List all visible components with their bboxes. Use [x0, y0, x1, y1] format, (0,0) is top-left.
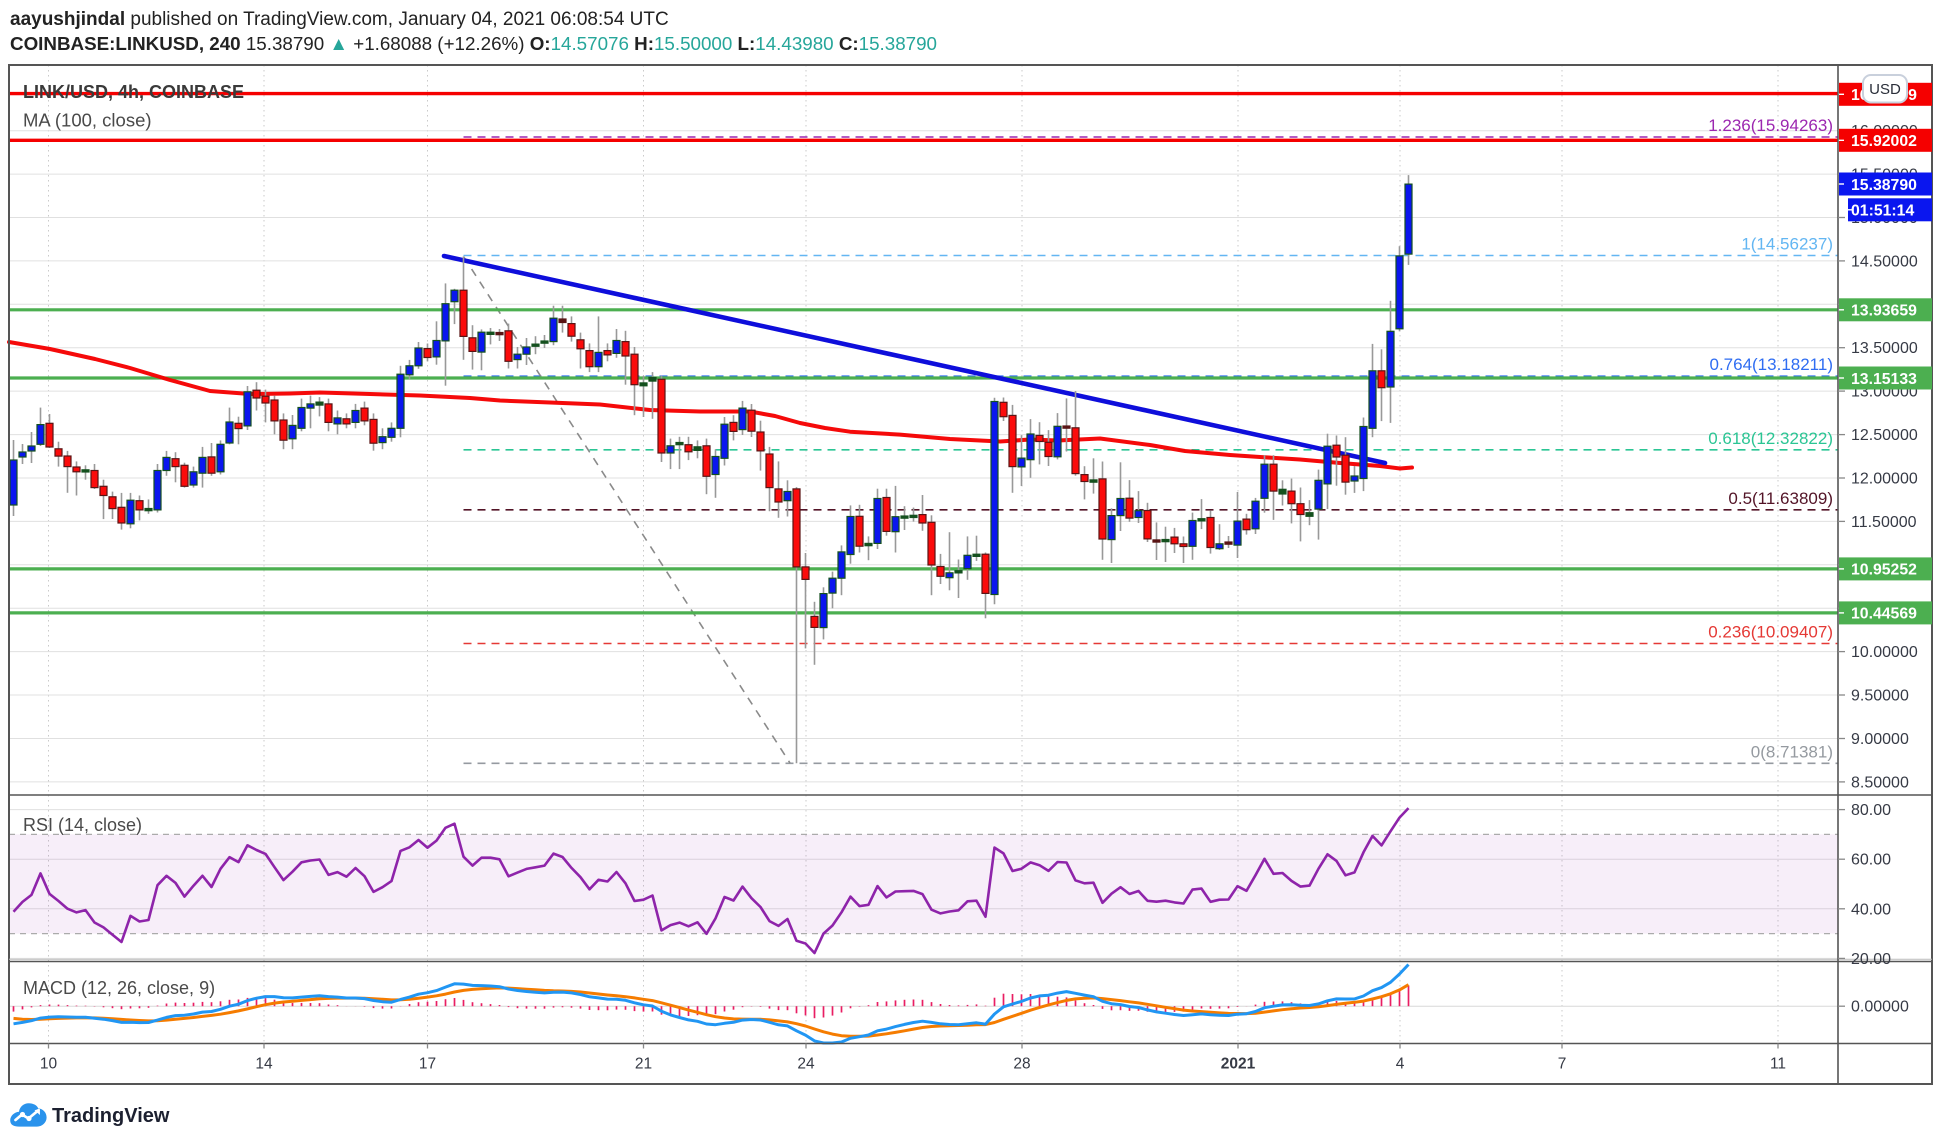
svg-text:1(14.56237): 1(14.56237)	[1741, 235, 1833, 254]
svg-text:aayushjindal published on Trad: aayushjindal published on TradingView.co…	[10, 9, 669, 30]
svg-text:21: 21	[635, 1056, 652, 1073]
svg-text:15.92002: 15.92002	[1851, 133, 1917, 150]
svg-text:11: 11	[1770, 1056, 1786, 1073]
svg-text:LINK/USD, 4h, COINBASE: LINK/USD, 4h, COINBASE	[23, 82, 244, 102]
svg-text:USD: USD	[1869, 81, 1901, 98]
svg-text:0.764(13.18211): 0.764(13.18211)	[1709, 355, 1833, 374]
svg-text:13.93659: 13.93659	[1851, 303, 1917, 320]
svg-text:12.50000: 12.50000	[1851, 427, 1918, 444]
svg-text:MA (100, close): MA (100, close)	[23, 110, 152, 131]
svg-text:MACD (12, 26, close, 9): MACD (12, 26, close, 9)	[23, 978, 215, 998]
svg-text:1.236(15.94263): 1.236(15.94263)	[1708, 116, 1833, 135]
svg-text:01:51:14: 01:51:14	[1851, 203, 1914, 220]
svg-text:9.00000: 9.00000	[1851, 731, 1909, 748]
svg-text:12.00000: 12.00000	[1851, 471, 1918, 488]
svg-text:RSI (14, close): RSI (14, close)	[23, 815, 142, 835]
svg-text:20.00: 20.00	[1851, 951, 1891, 968]
svg-text:2021: 2021	[1221, 1056, 1256, 1073]
svg-text:40.00: 40.00	[1851, 901, 1891, 918]
svg-text:17: 17	[419, 1056, 436, 1073]
svg-text:0.236(10.09407): 0.236(10.09407)	[1708, 623, 1833, 642]
svg-text:24: 24	[797, 1056, 815, 1073]
svg-text:13.50000: 13.50000	[1851, 340, 1918, 357]
svg-text:14: 14	[255, 1056, 273, 1073]
svg-text:11.50000: 11.50000	[1851, 514, 1917, 531]
svg-text:4: 4	[1396, 1056, 1405, 1073]
svg-text:15.38790: 15.38790	[1851, 177, 1917, 194]
svg-text:60.00: 60.00	[1851, 852, 1891, 869]
svg-text:13.15133: 13.15133	[1851, 371, 1917, 388]
svg-text:TradingView: TradingView	[52, 1105, 170, 1127]
svg-text:0(8.71381): 0(8.71381)	[1751, 742, 1833, 761]
svg-text:28: 28	[1013, 1056, 1030, 1073]
svg-text:0.5(11.63809): 0.5(11.63809)	[1728, 489, 1833, 508]
svg-text:7: 7	[1558, 1056, 1567, 1073]
svg-text:0.618(12.32822): 0.618(12.32822)	[1708, 429, 1833, 448]
svg-text:14.50000: 14.50000	[1851, 253, 1918, 270]
svg-text:10: 10	[40, 1056, 58, 1073]
svg-text:9.50000: 9.50000	[1851, 688, 1909, 705]
svg-text:10.00000: 10.00000	[1851, 644, 1918, 661]
svg-text:COINBASE:LINKUSD, 240 15.38790: COINBASE:LINKUSD, 240 15.38790 ▲ +1.6808…	[10, 33, 937, 54]
svg-text:0.00000: 0.00000	[1851, 999, 1909, 1016]
svg-text:10.44569: 10.44569	[1851, 606, 1917, 623]
svg-text:10.95252: 10.95252	[1851, 562, 1917, 579]
svg-text:80.00: 80.00	[1851, 802, 1891, 819]
svg-text:8.50000: 8.50000	[1851, 774, 1909, 791]
